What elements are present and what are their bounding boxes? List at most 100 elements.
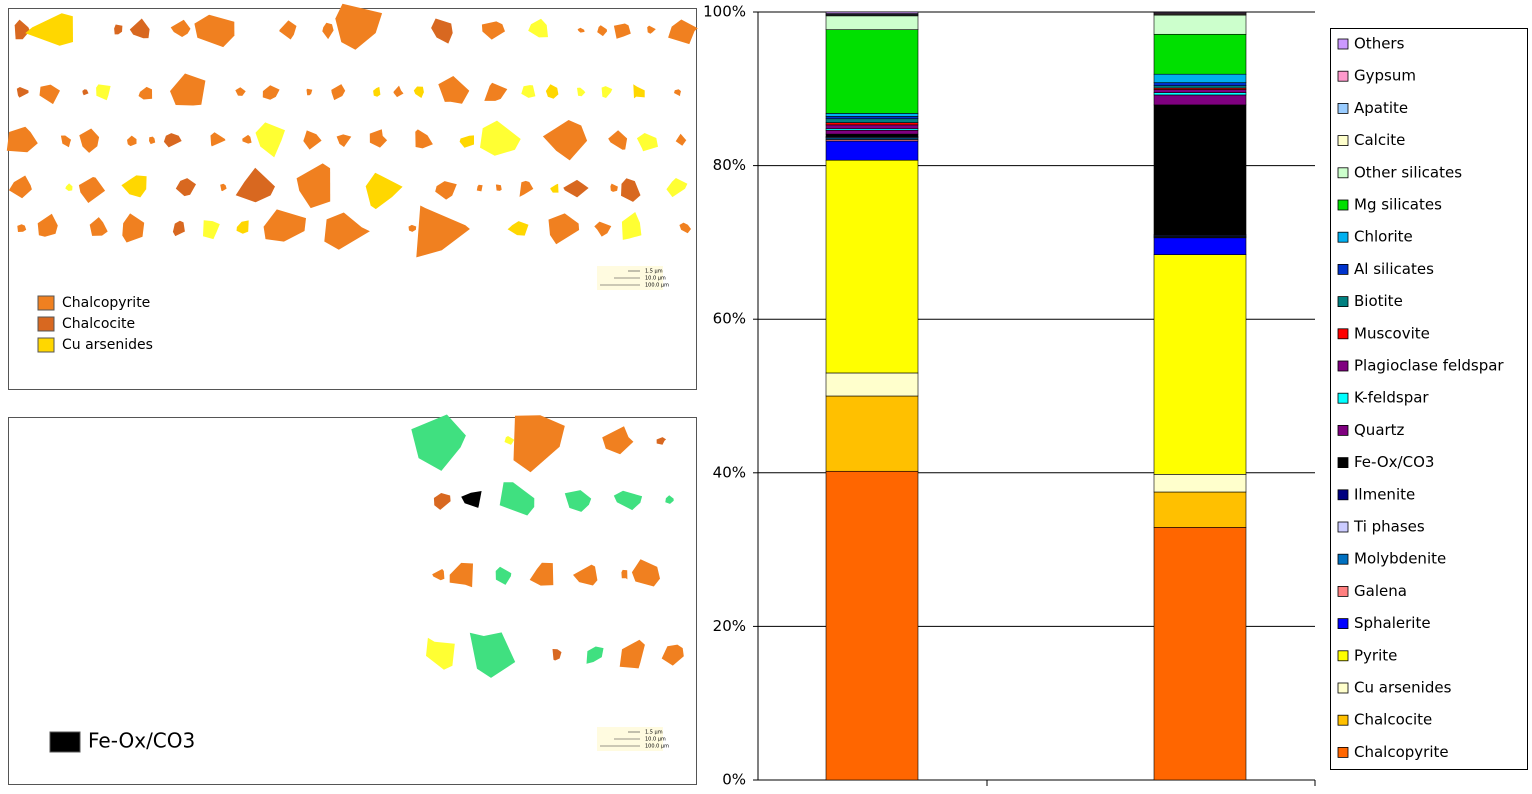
figure: Chalcopyrite Chalcocite Cu arsenides 1.5 µm… — [0, 0, 1532, 790]
legend-label: Calcite — [1354, 131, 1405, 149]
legend-label: Quartz — [1354, 421, 1405, 439]
legend-swatch — [1338, 136, 1348, 146]
legend-swatch — [38, 338, 54, 352]
bar-segment — [826, 12, 918, 14]
scale-bar-label: 100.0 µm — [645, 744, 669, 750]
legend-swatch — [1338, 619, 1348, 629]
legend-label: Chalcocite — [1354, 711, 1432, 729]
bar-segment — [1154, 74, 1246, 82]
legend-swatch — [1338, 200, 1348, 210]
legend-label: Plagioclase feldspar — [1354, 357, 1504, 375]
legend-swatch — [1338, 522, 1348, 532]
legend-label: Apatite — [1354, 99, 1408, 117]
bar-segment — [826, 116, 918, 118]
legend-swatch — [38, 317, 54, 331]
legend-label: Fe-Ox/CO3 — [88, 729, 195, 753]
legend-swatch — [1338, 297, 1348, 307]
y-tick-label: 60% — [713, 310, 746, 328]
bar-segment — [826, 125, 918, 129]
legend-swatch — [1338, 554, 1348, 564]
legend-swatch — [1338, 715, 1348, 725]
legend-label: K-feldspar — [1354, 389, 1429, 407]
legend-label: Muscovite — [1354, 324, 1430, 342]
legend-swatch — [1338, 103, 1348, 113]
bar-segment — [826, 119, 918, 123]
bar-segment — [1154, 83, 1246, 86]
legend-label: Others — [1354, 35, 1405, 53]
legend-swatch — [1338, 393, 1348, 403]
legend-label: Cu arsenides — [1354, 679, 1452, 697]
legend-swatch — [1338, 747, 1348, 757]
bar-segment — [826, 471, 918, 780]
bar-segment — [826, 134, 918, 136]
scale-bar-label: 1.5 µm — [645, 269, 663, 275]
legend-swatch — [1338, 425, 1348, 435]
legend-swatch — [1338, 683, 1348, 693]
bar-segment — [1154, 255, 1246, 475]
legend-swatch — [1338, 264, 1348, 274]
bar-segment — [1154, 474, 1246, 492]
legend-label: Chalcopyrite — [62, 295, 150, 311]
legend-label: Chalcocite — [62, 316, 135, 332]
legend-swatch — [1338, 39, 1348, 49]
legend-label: Al silicates — [1354, 260, 1434, 278]
legend-swatch — [1338, 490, 1348, 500]
legend-label: Molybdenite — [1354, 550, 1446, 568]
y-tick-label: 80% — [713, 156, 746, 174]
legend-label: Cu arsenides — [62, 337, 153, 353]
legend-label: Ilmenite — [1354, 485, 1415, 503]
y-tick-label: 20% — [713, 617, 746, 635]
mineral-map-frame — [9, 9, 697, 390]
legend-swatch — [1338, 168, 1348, 178]
bar-segment — [1154, 95, 1246, 105]
legend-label: Chalcopyrite — [1354, 743, 1449, 761]
bar-segment — [1154, 15, 1246, 34]
scale-bar-label: 1.5 µm — [645, 730, 663, 736]
legend-label: Pyrite — [1354, 646, 1397, 664]
bar-segment — [826, 396, 918, 471]
legend-swatch — [1338, 361, 1348, 371]
legend-label: Sphalerite — [1354, 614, 1431, 632]
bar-segment — [826, 130, 918, 134]
legend-swatch — [1338, 458, 1348, 468]
scale-bar-label: 10.0 µm — [645, 737, 666, 743]
legend-label: Biotite — [1354, 292, 1403, 310]
bar-segment — [826, 160, 918, 373]
legend-swatch — [1338, 71, 1348, 81]
bar-segment — [1154, 492, 1246, 527]
scale-bar-label: 100.0 µm — [645, 283, 669, 289]
bar-segment — [1154, 105, 1246, 235]
legend-swatch — [1338, 232, 1348, 242]
legend-swatch — [1338, 651, 1348, 661]
legend-label: Ti phases — [1353, 518, 1425, 536]
bar-segment — [826, 373, 918, 396]
bar-segment — [1154, 527, 1246, 780]
legend-swatch — [50, 732, 80, 752]
legend-swatch — [38, 296, 54, 310]
particle — [496, 185, 502, 191]
bar-segment — [826, 113, 918, 116]
bar-segment — [826, 16, 918, 30]
bar-segment — [826, 123, 918, 125]
bar-segment — [1154, 90, 1246, 93]
legend-label: Other silicates — [1354, 163, 1462, 181]
bar-segment — [1154, 34, 1246, 74]
y-tick-label: 0% — [722, 771, 746, 789]
legend-label: Chlorite — [1354, 228, 1413, 246]
bar-segment — [1154, 86, 1246, 88]
legend-swatch — [1338, 586, 1348, 596]
bar-segment — [1154, 238, 1246, 255]
legend-label: Gypsum — [1354, 67, 1416, 85]
scale-bar-label: 10.0 µm — [645, 276, 666, 282]
bar-segment — [1154, 12, 1246, 13]
particle — [621, 570, 627, 580]
y-tick-label: 40% — [713, 463, 746, 481]
legend-label: Galena — [1354, 582, 1407, 600]
legend-swatch — [1338, 329, 1348, 339]
legend-label: Mg silicates — [1354, 196, 1442, 214]
legend-label: Fe-Ox/CO3 — [1354, 453, 1434, 471]
y-tick-label: 100% — [703, 3, 746, 21]
bar-segment — [826, 30, 918, 114]
bar-segment — [826, 141, 918, 160]
bar-segment — [1154, 93, 1246, 95]
